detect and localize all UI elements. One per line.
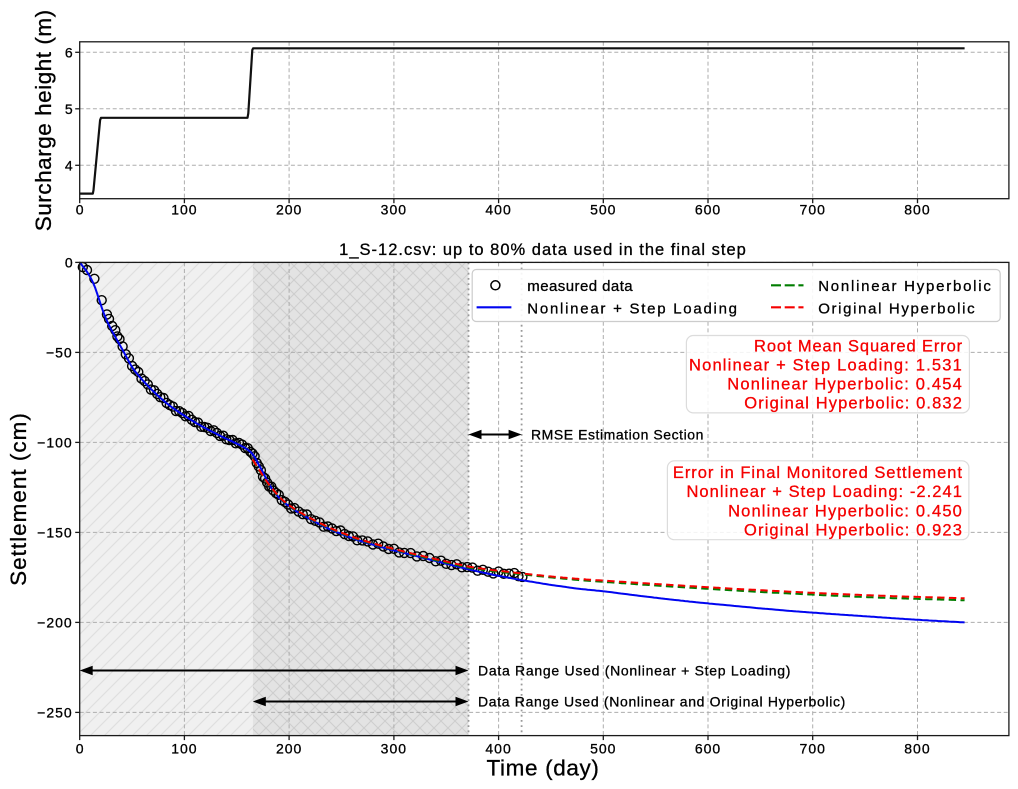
svg-text:200: 200 (276, 201, 302, 217)
svg-text:700: 700 (800, 201, 826, 217)
svg-text:−100: −100 (37, 434, 73, 450)
svg-text:Nonlinear Hyperbolic: Nonlinear Hyperbolic (818, 278, 992, 295)
svg-text:400: 400 (485, 201, 511, 217)
svg-text:measured data: measured data (527, 278, 633, 295)
svg-text:4: 4 (65, 157, 73, 173)
svg-text:Data Range Used (Nonlinear and: Data Range Used (Nonlinear and Original … (478, 694, 846, 710)
svg-text:Nonlinear + Step Loading: Nonlinear + Step Loading (527, 301, 738, 318)
svg-text:−200: −200 (37, 614, 73, 630)
svg-text:Nonlinear + Step Loading: -2.2: Nonlinear + Step Loading: -2.241 (686, 483, 963, 501)
svg-text:−150: −150 (37, 524, 73, 540)
svg-text:Error in Final Monitored Settl: Error in Final Monitored Settlement (673, 464, 963, 482)
svg-text:Original Hyperbolic: Original Hyperbolic (818, 301, 976, 318)
svg-text:−50: −50 (46, 344, 73, 360)
svg-text:0: 0 (76, 741, 84, 757)
svg-text:Time (day): Time (day) (487, 756, 600, 781)
svg-text:800: 800 (904, 201, 930, 217)
svg-text:0: 0 (76, 201, 84, 217)
svg-text:600: 600 (695, 741, 721, 757)
svg-text:600: 600 (695, 201, 721, 217)
svg-text:6: 6 (65, 44, 73, 60)
svg-text:800: 800 (904, 741, 930, 757)
svg-text:Nonlinear Hyperbolic: 0.450: Nonlinear Hyperbolic: 0.450 (728, 502, 963, 520)
svg-text:500: 500 (590, 201, 616, 217)
svg-text:500: 500 (590, 741, 616, 757)
svg-text:Original Hyperbolic: 0.832: Original Hyperbolic: 0.832 (744, 395, 963, 413)
svg-text:Nonlinear Hyperbolic: 0.454: Nonlinear Hyperbolic: 0.454 (727, 376, 963, 394)
svg-text:100: 100 (171, 201, 197, 217)
svg-text:1_S-12.csv: up to 80% data use: 1_S-12.csv: up to 80% data used in the f… (339, 241, 747, 259)
svg-text:Data Range Used (Nonlinear + S: Data Range Used (Nonlinear + Step Loadin… (478, 663, 791, 679)
svg-text:Root Mean Squared Error: Root Mean Squared Error (754, 338, 963, 356)
svg-text:Surcharge height (m): Surcharge height (m) (31, 9, 56, 231)
svg-text:RMSE Estimation Section: RMSE Estimation Section (531, 427, 704, 443)
svg-text:700: 700 (800, 741, 826, 757)
svg-text:−250: −250 (37, 704, 73, 720)
svg-text:Original Hyperbolic: 0.923: Original Hyperbolic: 0.923 (744, 522, 963, 540)
svg-text:300: 300 (381, 201, 407, 217)
svg-text:200: 200 (276, 741, 302, 757)
svg-text:100: 100 (171, 741, 197, 757)
svg-text:0: 0 (65, 254, 73, 270)
svg-text:400: 400 (485, 741, 511, 757)
svg-text:5: 5 (65, 101, 73, 117)
svg-text:Nonlinear + Step Loading: 1.53: Nonlinear + Step Loading: 1.531 (689, 357, 963, 375)
svg-text:300: 300 (381, 741, 407, 757)
svg-text:Settlement (cm): Settlement (cm) (6, 412, 31, 586)
